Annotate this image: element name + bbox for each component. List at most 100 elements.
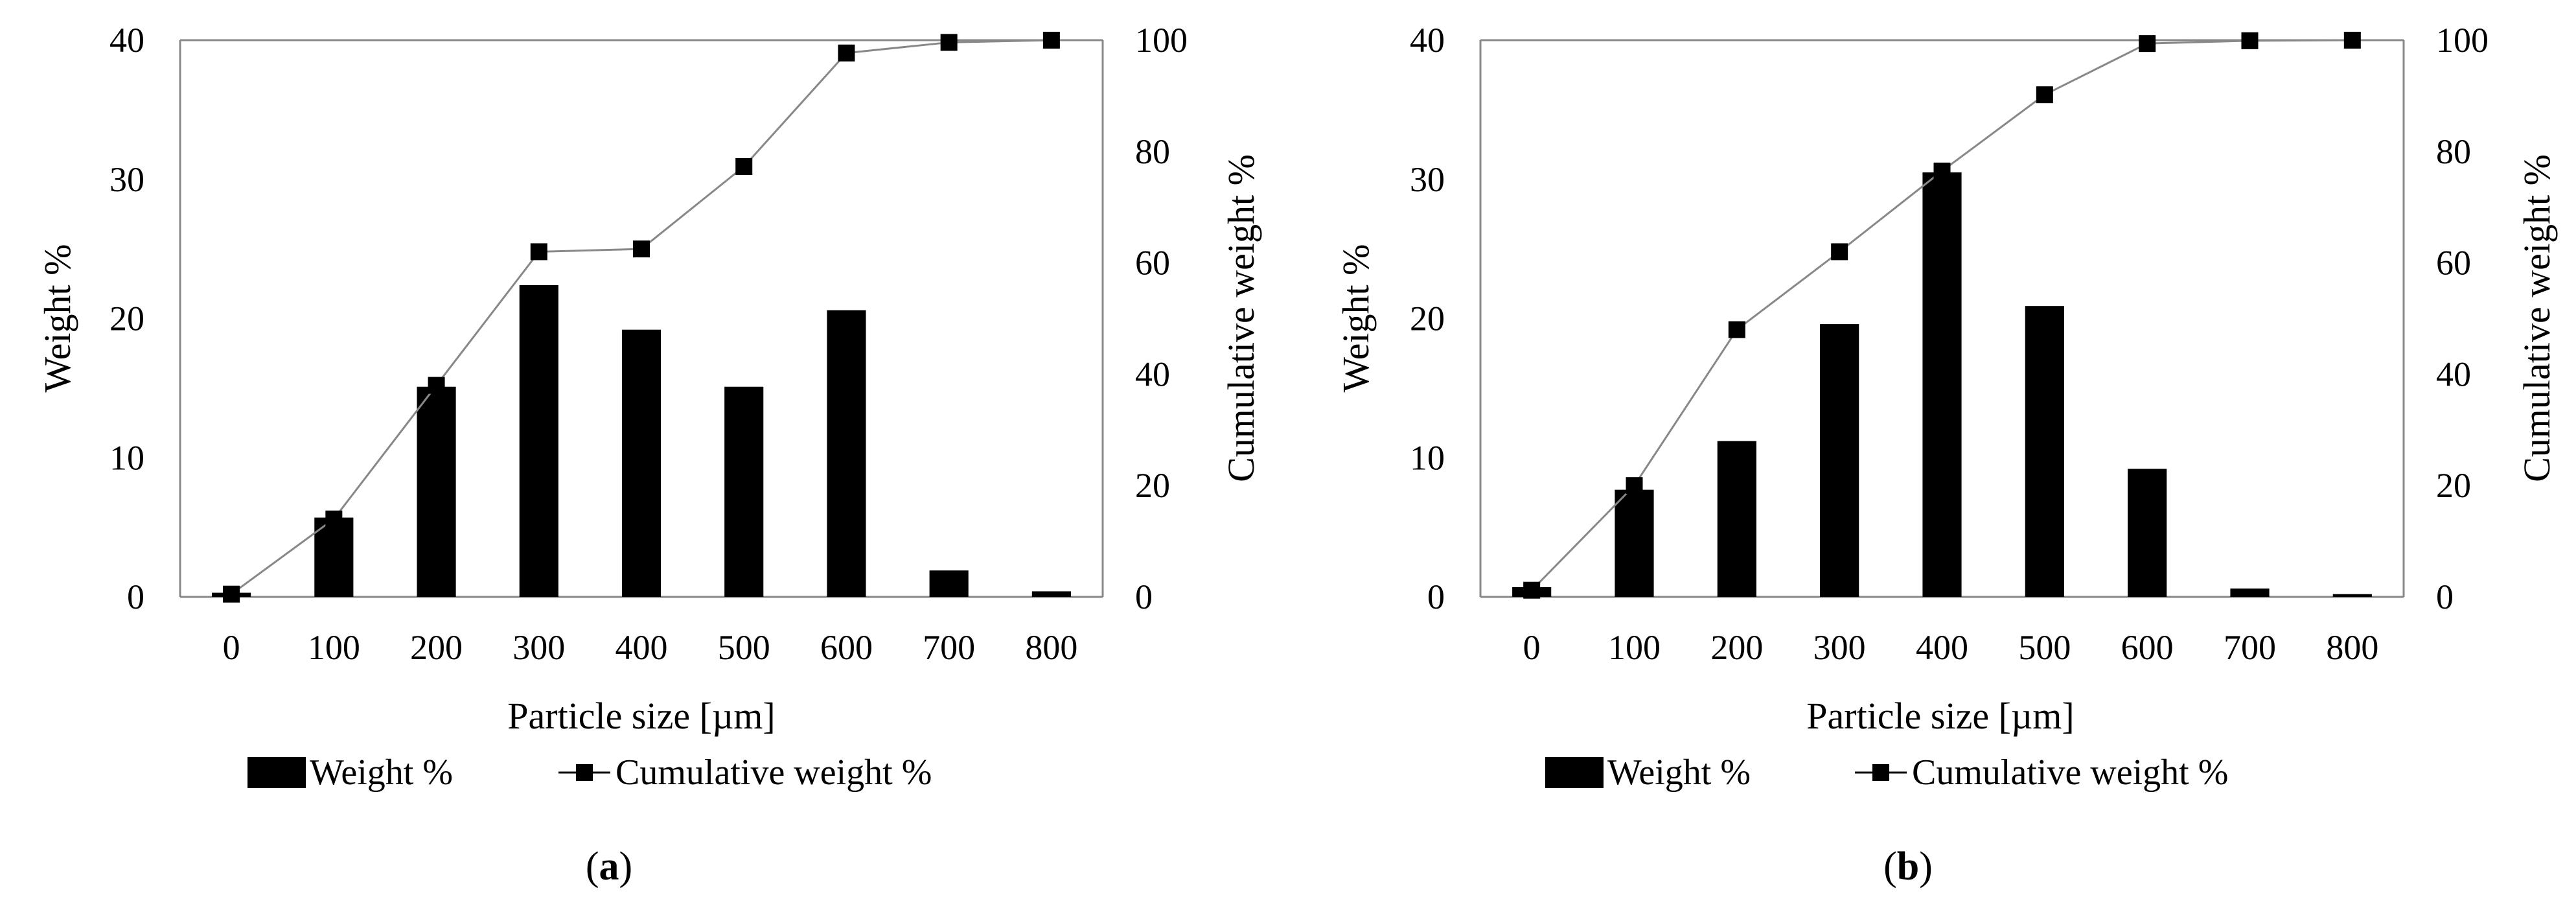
cumulative-point bbox=[735, 157, 753, 175]
cumulative-point bbox=[428, 377, 445, 394]
legend-label-cumulative: Cumulative weight % bbox=[1912, 752, 2228, 793]
legend-marker-cumulative bbox=[576, 764, 593, 781]
legend-label-weight: Weight % bbox=[310, 752, 453, 793]
cumulative-point bbox=[633, 240, 650, 258]
legend-marker-cumulative bbox=[1872, 764, 1889, 781]
cumulative-point bbox=[838, 44, 855, 62]
caption-b: (b) bbox=[1883, 844, 1933, 889]
y-tick-label-right: 80 bbox=[2436, 132, 2471, 171]
bar bbox=[1717, 441, 1756, 597]
bar bbox=[519, 285, 558, 597]
cumulative-point bbox=[1831, 243, 1848, 261]
y-ticks-left: 0 10 20 30 40 bbox=[109, 21, 144, 616]
x-tick-label: 500 bbox=[2018, 628, 2071, 667]
x-tick-label: 300 bbox=[512, 628, 565, 667]
chart-panel-a: 0 10 20 30 40 0 20 40 60 80 100 0 100 200 300 400 500 6… bbox=[36, 21, 1262, 889]
y-tick-label-left: 10 bbox=[109, 438, 144, 477]
y-tick-label-left: 0 bbox=[1427, 577, 1445, 616]
x-ticks: 0 100 200 300 400 500 600 700 800 bbox=[1523, 628, 2379, 667]
x-tick-label: 300 bbox=[1813, 628, 1866, 667]
x-tick-label: 400 bbox=[1916, 628, 1968, 667]
x-tick-label: 200 bbox=[1710, 628, 1763, 667]
legend-swatch-weight bbox=[1545, 757, 1604, 788]
y-tick-label-right: 100 bbox=[2436, 21, 2489, 60]
legend: Weight % Cumulative weight % bbox=[247, 752, 932, 793]
y-ticks-left: 0 10 20 30 40 bbox=[1410, 21, 1445, 616]
x-tick-label: 700 bbox=[923, 628, 975, 667]
y-tick-label-right: 0 bbox=[2436, 577, 2454, 616]
y-tick-label-right: 80 bbox=[1135, 132, 1170, 171]
bar bbox=[724, 386, 764, 597]
y-ticks-right: 0 20 40 60 80 100 bbox=[2436, 21, 2489, 616]
y-tick-label-left: 20 bbox=[109, 299, 144, 338]
y-tick-label-right: 40 bbox=[1135, 355, 1170, 393]
cumulative-point bbox=[2241, 32, 2259, 49]
x-tick-label: 0 bbox=[1523, 628, 1541, 667]
bar bbox=[1031, 591, 1071, 597]
x-tick-label: 400 bbox=[615, 628, 668, 667]
y-tick-label-left: 40 bbox=[1410, 21, 1445, 60]
y-tick-label-left: 0 bbox=[127, 577, 144, 616]
x-tick-label: 700 bbox=[2224, 628, 2276, 667]
cumulative-line-series bbox=[223, 32, 1060, 603]
y-tick-label-right: 0 bbox=[1135, 577, 1153, 616]
x-tick-label: 100 bbox=[1608, 628, 1661, 667]
cumulative-point bbox=[223, 585, 240, 603]
bar bbox=[2230, 588, 2270, 597]
cumulative-point bbox=[325, 510, 343, 528]
legend-swatch-weight bbox=[247, 757, 306, 788]
bar bbox=[2128, 469, 2167, 597]
caption-a: (a) bbox=[586, 844, 632, 889]
bar bbox=[2025, 306, 2064, 597]
cumulative-line-series bbox=[1523, 32, 2361, 599]
bar bbox=[1615, 489, 1654, 597]
cumulative-point bbox=[1042, 32, 1060, 49]
y-tick-label-left: 20 bbox=[1410, 299, 1445, 338]
bar bbox=[2332, 594, 2372, 597]
x-tick-label: 600 bbox=[2121, 628, 2174, 667]
y-tick-label-left: 30 bbox=[1410, 160, 1445, 199]
legend: Weight % Cumulative weight % bbox=[1545, 752, 2228, 793]
x-tick-label: 500 bbox=[718, 628, 770, 667]
bar bbox=[621, 329, 661, 597]
y-tick-label-left: 10 bbox=[1410, 438, 1445, 477]
legend-label-cumulative: Cumulative weight % bbox=[615, 752, 932, 793]
y-tick-label-right: 60 bbox=[2436, 244, 2471, 283]
cumulative-point bbox=[2139, 35, 2156, 52]
x-tick-label: 800 bbox=[1025, 628, 1077, 667]
bar bbox=[1922, 172, 1962, 597]
y-tick-label-right: 20 bbox=[1135, 466, 1170, 505]
cumulative-point bbox=[1626, 477, 1643, 495]
x-axis-title: Particle size [µm] bbox=[1806, 695, 2074, 737]
y-tick-label-left: 30 bbox=[109, 160, 144, 199]
x-tick-label: 200 bbox=[410, 628, 463, 667]
x-tick-label: 600 bbox=[820, 628, 873, 667]
cumulative-point bbox=[1728, 321, 1745, 338]
chart-panel-b: 0 10 20 30 40 0 20 40 60 80 100 0 100 200 300 400 500 6… bbox=[1335, 21, 2558, 889]
bar bbox=[417, 386, 456, 597]
bar bbox=[1820, 324, 1859, 597]
x-tick-label: 100 bbox=[308, 628, 360, 667]
x-tick-label: 800 bbox=[2326, 628, 2378, 667]
bar-series bbox=[1512, 172, 2372, 597]
y-axis-title-right: Cumulative weight % bbox=[2516, 154, 2558, 482]
bar bbox=[314, 517, 354, 597]
cumulative-point bbox=[2036, 86, 2053, 104]
y-tick-label-right: 100 bbox=[1135, 21, 1188, 60]
y-axis-title-left: Weight % bbox=[36, 244, 78, 393]
x-axis-title: Particle size [µm] bbox=[507, 695, 775, 737]
cumulative-point bbox=[2343, 32, 2361, 49]
x-tick-label: 0 bbox=[223, 628, 240, 667]
x-ticks: 0 100 200 300 400 500 600 700 800 bbox=[223, 628, 1078, 667]
y-tick-label-left: 40 bbox=[109, 21, 144, 60]
y-ticks-right: 0 20 40 60 80 100 bbox=[1135, 21, 1188, 616]
legend-label-weight: Weight % bbox=[1607, 752, 1751, 793]
bar-series bbox=[212, 285, 1071, 597]
y-axis-title-left: Weight % bbox=[1335, 244, 1377, 393]
y-tick-label-right: 20 bbox=[2436, 466, 2471, 505]
cumulative-point bbox=[1933, 162, 1951, 180]
cumulative-point bbox=[940, 34, 958, 51]
bar bbox=[929, 570, 969, 597]
cumulative-point bbox=[530, 243, 547, 261]
